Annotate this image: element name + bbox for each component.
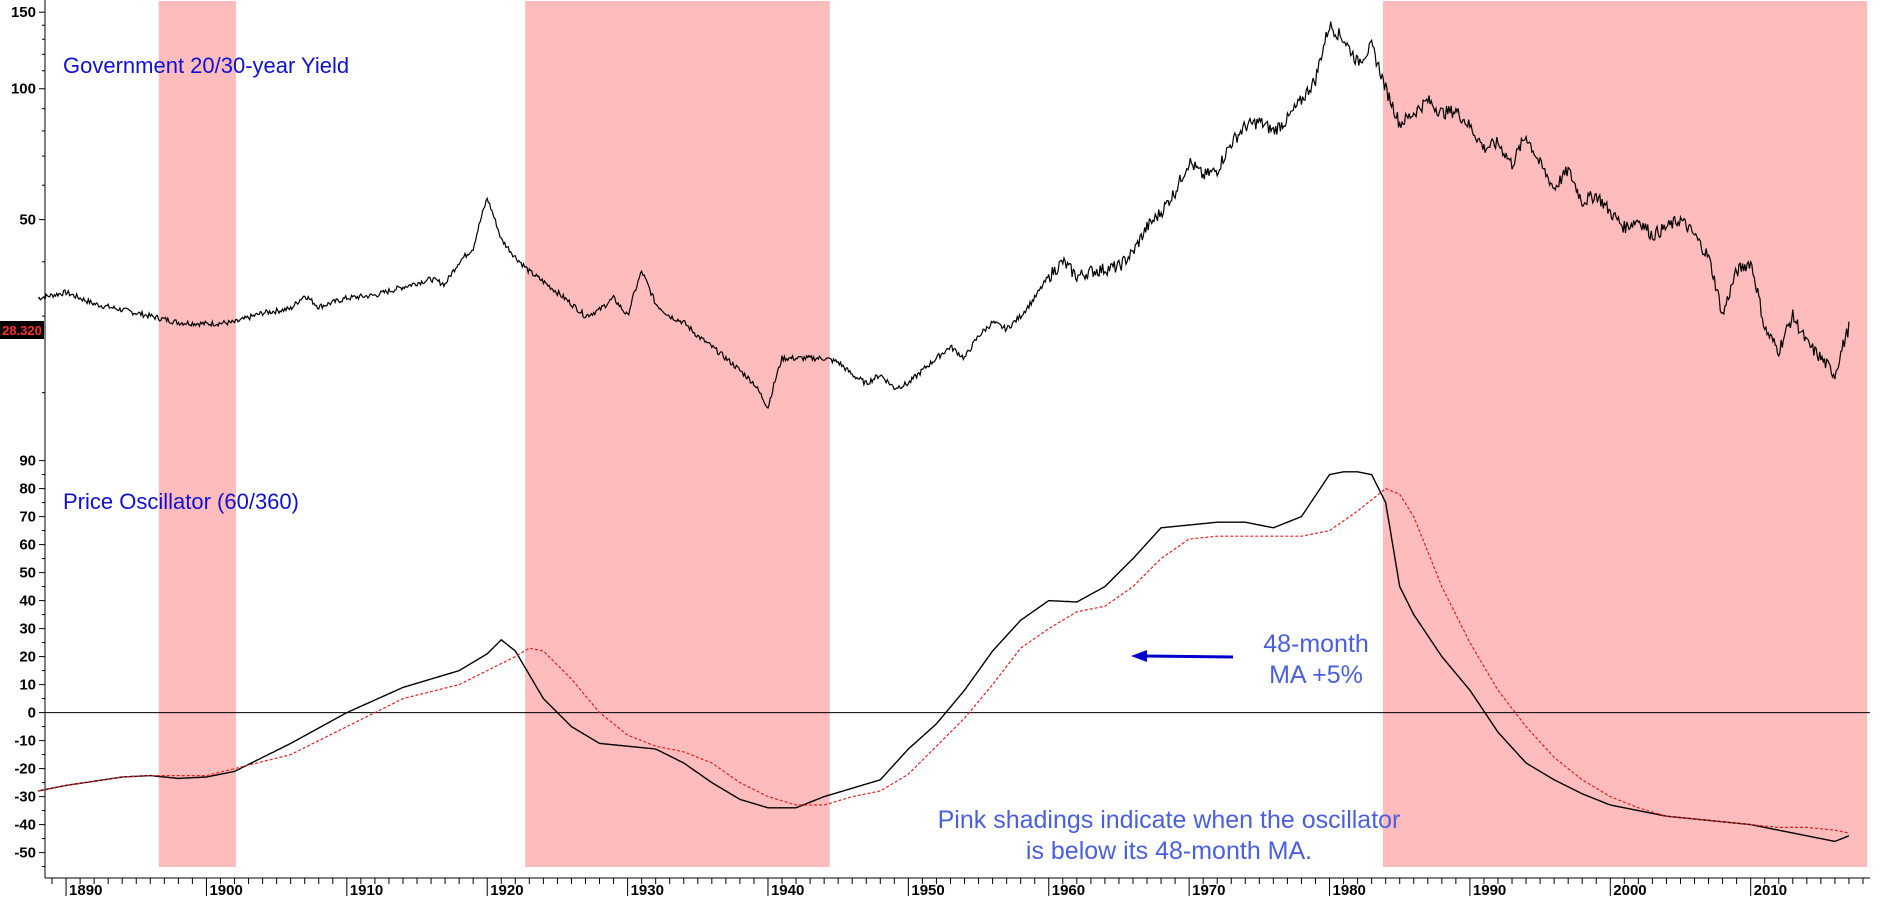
axes-layer: 150100509080706050403020100-10-20-30-40-… [11,0,1870,898]
oscillator-series-line [37,471,1850,843]
x-tick-label: 1920 [490,882,523,898]
annotation-arrow-shaft [1144,654,1234,659]
x-tick-label: 2010 [1754,882,1787,898]
osc-y-tick-label: 80 [19,481,36,498]
shaded-period-1 [158,1,236,867]
osc-y-tick-label: 10 [19,677,36,694]
yield-panel-title: Government 20/30-year Yield [63,53,349,78]
x-tick-label: 1990 [1473,882,1506,898]
yield-y-tick-label: 150 [11,4,36,21]
annotation-arrowhead [1131,650,1147,662]
shaded-period-3 [1382,1,1868,867]
shaded-period-2 [525,1,830,867]
oscillator-panel-title: Price Oscillator (60/360) [63,489,299,514]
x-tick-label: 1890 [69,882,102,898]
osc-y-tick-label: 0 [28,705,36,722]
shading-layer [158,1,1868,867]
moving-average-series-line [37,487,1850,834]
x-tick-label: 1910 [350,882,383,898]
yield-y-tick-label: 50 [19,212,36,229]
osc-y-tick-label: 90 [19,453,36,470]
osc-y-tick-label: -20 [14,761,36,778]
osc-y-tick-label: 30 [19,621,36,638]
x-tick-label: 1970 [1192,882,1225,898]
series-layer [37,21,1850,843]
yield-y-tick-label: 100 [11,81,36,98]
x-tick-label: 1960 [1052,882,1085,898]
ma-annotation-line2: MA +5% [1269,661,1363,689]
yield-series-line [37,21,1850,409]
shading-note-line2: is below its 48-month MA. [1026,837,1312,865]
osc-y-tick-label: -30 [14,789,36,806]
x-tick-label: 1940 [771,882,804,898]
x-tick-label: 1930 [631,882,664,898]
osc-y-tick-label: 50 [19,565,36,582]
x-tick-label: 1980 [1333,882,1366,898]
x-tick-label: 1950 [911,882,944,898]
osc-y-tick-label: 70 [19,509,36,526]
osc-y-tick-label: -10 [14,733,36,750]
osc-y-tick-label: 60 [19,537,36,554]
shading-note-line1: Pink shadings indicate when the oscillat… [938,806,1401,834]
osc-y-tick-label: 40 [19,593,36,610]
x-tick-label: 1900 [209,882,242,898]
ma-annotation-line1: 48-month [1263,630,1369,658]
osc-y-tick-label: -40 [14,817,36,834]
current-value-label: 28.320 [2,323,42,338]
x-tick-label: 2000 [1613,882,1646,898]
current-value-box [0,321,44,339]
osc-y-tick-label: 20 [19,649,36,666]
osc-y-tick-label: -50 [14,845,36,862]
